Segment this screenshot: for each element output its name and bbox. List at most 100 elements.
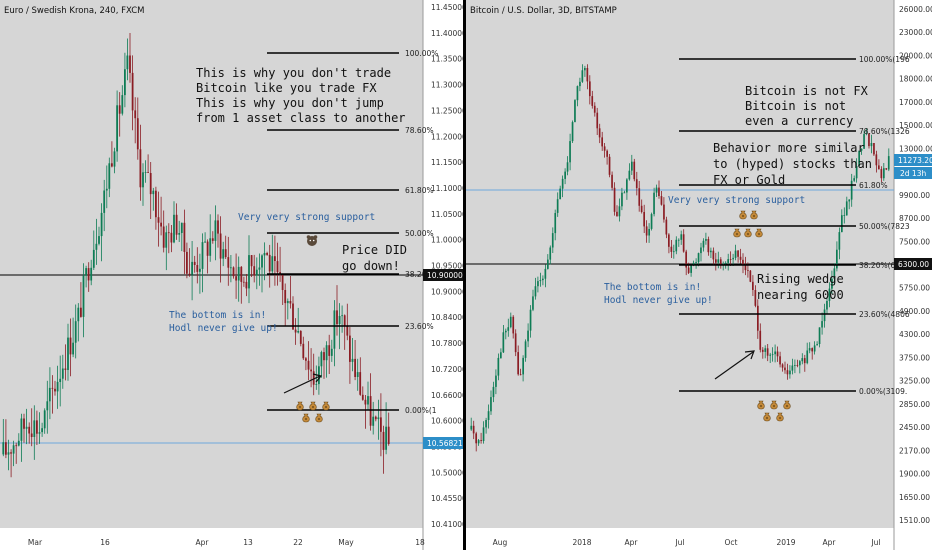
candle-eursek: [289, 301, 292, 304]
candle-eursek: [61, 368, 64, 379]
candle-btcusd: [744, 265, 747, 271]
candle-btcusd: [537, 281, 539, 287]
time-tick-label: Oct: [725, 538, 738, 547]
candle-btcusd: [776, 351, 779, 357]
annotation-price-did[interactable]: Price DID go down!: [342, 243, 407, 273]
candle-eursek: [12, 445, 15, 454]
annotation-main-text-left[interactable]: This is why you don't trade Bitcoin like…: [196, 66, 406, 125]
candle-btcusd: [658, 187, 660, 196]
candle-btcusd: [490, 397, 492, 412]
candle-eursek: [92, 249, 95, 268]
candle-eursek: [64, 368, 67, 370]
candle-eursek: [157, 217, 160, 223]
annotation-support[interactable]: Very very strong support: [238, 212, 375, 223]
candle-btcusd: [653, 192, 655, 215]
candle-btcusd: [554, 213, 557, 234]
price-tick-label: 15000.00: [899, 121, 932, 130]
price-axis-ticks: 11.45000 11.40000 11.35000 11.30000 11.25000…: [431, 3, 467, 529]
candle-eursek: [217, 220, 219, 234]
candle-btcusd: [472, 425, 475, 434]
fib-label: 50.00%: [405, 229, 434, 238]
candle-eursek: [30, 433, 33, 437]
candle-btcusd: [880, 169, 883, 179]
candle-btcusd: [477, 440, 480, 444]
price-tick-label: 2170.00: [899, 446, 930, 455]
price-tag-text: 10.56821: [427, 439, 463, 448]
bear-icon: [306, 235, 318, 246]
candle-btcusd: [803, 358, 806, 364]
price-tick-label: 10.90000: [431, 287, 467, 296]
price-tick-label: 10.78000: [431, 339, 467, 348]
time-tick-label: Apr: [196, 538, 210, 547]
arrow-annotation-right[interactable]: [714, 350, 755, 380]
money-bag-icon: [783, 400, 791, 410]
plot-area-left[interactable]: [0, 0, 423, 528]
price-tick-label: 9900.00: [899, 191, 930, 200]
fib-label: 23.60%(4806: [859, 310, 910, 319]
annotation-behavior[interactable]: Behavior more similar to (hyped) stocks …: [713, 141, 872, 187]
annotation-bottom-left[interactable]: The bottom is in! Hodl never give up!: [169, 310, 278, 334]
candle-btcusd: [611, 174, 613, 188]
candle-eursek: [80, 307, 82, 317]
candle-btcusd: [781, 364, 784, 368]
candle-btcusd: [727, 259, 729, 263]
svg-text:even a currency: even a currency: [745, 114, 853, 128]
fib-label: 100.00%: [405, 49, 438, 58]
money-bag-icons-left: [296, 401, 330, 423]
candle-btcusd: [843, 215, 846, 216]
candle-eursek: [343, 315, 346, 327]
candle-eursek: [56, 381, 59, 392]
time-tick-label: Apr: [625, 538, 639, 547]
candle-btcusd: [495, 375, 497, 387]
money-bag-icon: [733, 228, 741, 238]
svg-text:Bitcoin is not: Bitcoin is not: [745, 99, 846, 113]
candle-btcusd: [816, 344, 818, 346]
price-tag-blue: [423, 437, 463, 449]
candle-eursek: [330, 348, 333, 356]
annotation-bottom-right[interactable]: The bottom is in! Hodl never give up!: [604, 282, 713, 306]
candle-eursek: [374, 416, 377, 420]
note-line: This is why you don't jump: [196, 96, 384, 110]
candle-btcusd: [487, 411, 490, 420]
candle-eursek: [144, 172, 147, 173]
annotation-main-text-right[interactable]: Bitcoin is not FX Bitcoin is not even a …: [745, 84, 869, 128]
candle-eursek: [206, 241, 209, 256]
annotation-support[interactable]: Very very strong support: [668, 195, 805, 206]
time-tick-label: Apr: [823, 538, 837, 547]
candle-btcusd: [831, 278, 833, 289]
candle-btcusd: [700, 247, 702, 254]
price-axis-ticks: 26000.00 23000.00 20000.00 18000.00 17000.00…: [899, 5, 932, 525]
candle-btcusd: [589, 81, 591, 97]
candle-btcusd: [566, 162, 569, 172]
price-tick-label: 10.41000: [431, 520, 467, 529]
candle-btcusd: [848, 199, 851, 202]
candles-btcusd: [470, 64, 890, 452]
candle-eursek: [372, 416, 375, 426]
time-tick-label: 2019: [776, 538, 795, 547]
candle-btcusd: [808, 348, 811, 351]
candle-eursek: [258, 267, 261, 270]
candle-btcusd: [739, 256, 742, 260]
candle-eursek: [87, 268, 90, 281]
time-tick-label: Aug: [493, 538, 508, 547]
candle-btcusd: [828, 288, 831, 301]
candle-btcusd: [695, 262, 697, 263]
price-axis-right[interactable]: [894, 0, 932, 550]
candle-btcusd: [702, 240, 705, 248]
fib-retracement-btcusd[interactable]: 100.00%(196 78.60%(1326 61.80% 50.00%(78…: [679, 55, 910, 396]
money-bag-icon: [770, 400, 778, 410]
price-tick-label: 20000.00: [899, 52, 932, 61]
candle-eursek: [25, 426, 28, 429]
candle-btcusd: [719, 259, 722, 266]
candle-btcusd: [796, 365, 799, 366]
candle-btcusd: [544, 268, 547, 279]
fib-retracement-eursek[interactable]: 100.00% 78.60% 61.80% 50.00% 38.20% 23.6…: [267, 49, 438, 415]
time-axis-left[interactable]: [0, 528, 423, 550]
candle-eursek: [219, 233, 222, 259]
time-axis-right[interactable]: [466, 528, 894, 550]
candle-btcusd: [692, 262, 695, 265]
arrow-annotation-left[interactable]: [283, 373, 323, 394]
candle-eursek: [180, 222, 183, 233]
price-tick-label: 11.00000: [431, 236, 467, 245]
annotation-wedge[interactable]: Rising wedge nearing 6000: [757, 272, 844, 302]
